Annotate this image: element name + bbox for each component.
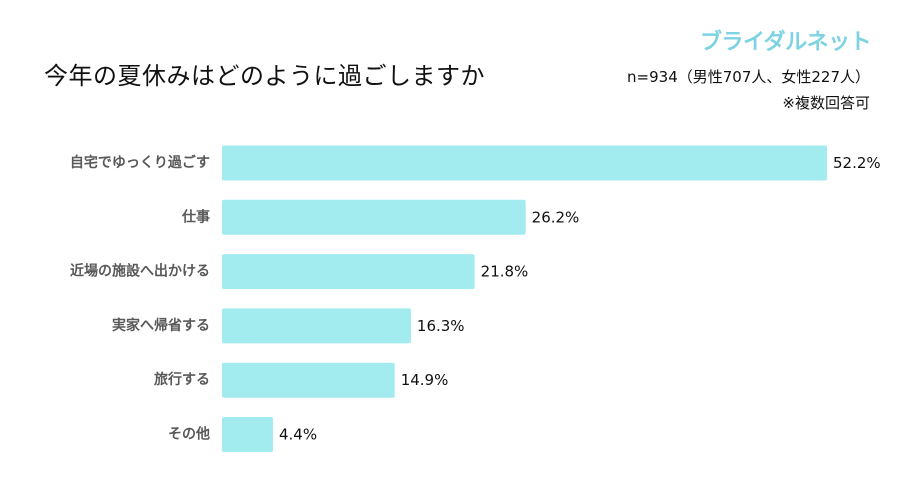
category-label: 仕事 [181, 208, 210, 225]
sample-size-note: n=934（男性707人、女性227人） [627, 68, 870, 86]
value-label: 16.3% [417, 317, 465, 335]
multiple-answer-note: ※複数回答可 [782, 94, 870, 112]
bar [222, 199, 526, 235]
category-label: 旅行する [154, 371, 210, 388]
brand-logo: ブライダルネット [700, 30, 872, 55]
bar [222, 362, 395, 398]
category-label: 実家へ帰省する [112, 317, 210, 334]
chart-title: 今年の夏休みはどのように過ごしますか [44, 62, 485, 90]
category-label: 近場の施設へ出かける [70, 263, 210, 280]
value-label: 26.2% [532, 208, 580, 226]
value-label: 52.2% [833, 154, 881, 172]
value-label: 4.4% [279, 426, 317, 444]
bar [222, 145, 827, 181]
category-label: 自宅でゆっくり過ごす [70, 154, 210, 171]
bar [222, 308, 411, 344]
value-label: 21.8% [481, 263, 529, 281]
value-label: 14.9% [401, 371, 449, 389]
bar [222, 254, 475, 290]
category-label: その他 [168, 426, 210, 443]
bar [222, 417, 273, 452]
